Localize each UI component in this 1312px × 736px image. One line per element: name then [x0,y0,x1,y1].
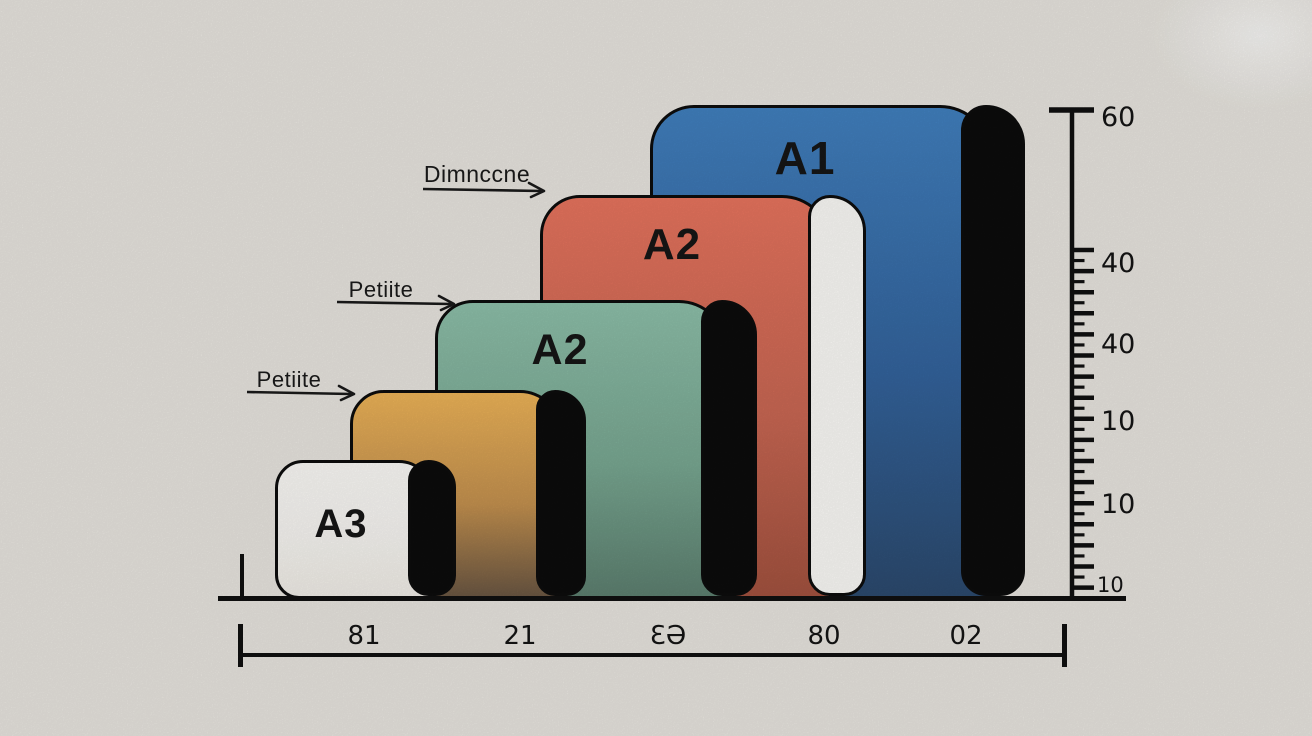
bar-a2-green-label: A2 [531,326,589,374]
annotation-petiite-2: Petiite [256,367,322,392]
bar-a2-green-spine [701,300,757,596]
bar-a2-coral-spine [808,195,866,596]
bar-a3-body [275,460,433,599]
x-axis-tick-label: 80 [807,621,841,651]
x-axis-tick-label: ƐƏ [649,621,687,651]
y-axis-tick-label: 40 [1101,329,1136,360]
y-axis-tick-label: 40 [1101,248,1136,279]
y-axis-tick-label: 10 [1101,406,1136,437]
x-axis-tick-label: 81 [347,621,381,651]
x-axis-tick-label: 21 [503,621,537,651]
annotation-petiite-1: Petiite [348,277,414,302]
x-axis-tick-label: 02 [949,621,983,651]
x-scale-left-end-tick [238,624,243,667]
annotation-dimnccne-arrow-icon [422,181,546,199]
y-axis-tick-label: 10 [1101,489,1136,520]
bar-a2-coral-label: A2 [642,220,702,269]
annotation-petiite-2-arrow-icon [246,384,356,402]
bar-a3-label: A3 [314,502,368,546]
y-axis-tick-label: 60 [1101,102,1136,133]
bar-a1-label: A1 [774,132,836,184]
bar-a3-spine [408,460,456,596]
y-axis-tick-label: 10 [1097,573,1124,597]
annotation-petiite-1-arrow-icon [336,294,456,312]
annotation-dimnccne: Dimnccne [423,161,531,187]
background-highlight [1150,0,1312,110]
bar-yellow-spine [536,390,586,596]
x-scale-line [238,653,1066,657]
x-scale-right-end-tick [1062,624,1067,667]
baseline-left-tick [240,554,244,598]
bar-a1-spine [961,105,1025,596]
y-axis-ruler [1049,107,1094,600]
baseline-axis [218,596,1126,601]
